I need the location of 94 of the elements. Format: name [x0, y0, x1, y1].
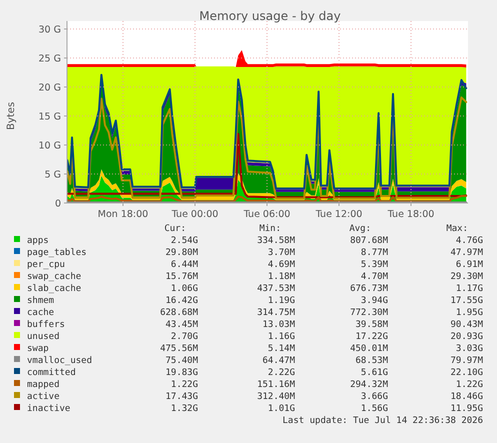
text: 6.91M [456, 260, 484, 270]
text: 3.94G [360, 296, 388, 306]
text: Max: [446, 224, 468, 234]
text: 43.45M [165, 320, 199, 330]
text: 450.01M [350, 344, 389, 354]
legend-label: cache [27, 308, 54, 318]
text: 4.69M [268, 260, 296, 270]
text: 5.61G [360, 368, 388, 378]
text: Avg: [349, 224, 371, 234]
y-tick-label: 30 G [38, 24, 61, 36]
text: 4.70M [360, 272, 389, 282]
text: 437.53M [257, 284, 296, 294]
text: 1.01G [268, 404, 295, 414]
text: 13.03M [262, 320, 296, 330]
text: 4.76G [456, 236, 483, 246]
x-tick-label: Mon 18:00 [98, 209, 148, 220]
legend-label: committed [27, 368, 76, 378]
text: 334.58M [257, 236, 296, 246]
text: 3.66G [360, 392, 388, 402]
legend-label: page_tables [27, 248, 87, 258]
text: 3.03G [456, 344, 483, 354]
legend-label: unused [27, 332, 60, 342]
y-tick-label: 20 G [38, 82, 61, 94]
text: 15.76M [165, 272, 199, 282]
text: 29.30M [450, 272, 484, 282]
text: 18.46G [450, 392, 483, 402]
text: 807.68M [350, 236, 389, 246]
text: 1.17G [456, 284, 483, 294]
text: 294.32M [350, 380, 389, 390]
text: 17.22G [355, 332, 388, 342]
y-tick-label: 10 G [38, 140, 61, 152]
text: 312.40M [257, 392, 296, 402]
text: 17.55G [450, 296, 483, 306]
text: Last update: Tue Jul 14 22:36:38 2026 [282, 416, 483, 426]
text: 17.43G [165, 392, 198, 402]
legend-label: buffers [27, 320, 65, 330]
text: 1.22G [170, 380, 198, 390]
text: 8.77M [360, 248, 389, 258]
legend-label: slab_cache [27, 284, 82, 294]
text: 2.70G [170, 332, 198, 342]
text: 6.44M [170, 260, 199, 270]
text: 68.53M [355, 356, 389, 366]
legend-label: mapped [27, 380, 60, 390]
text: 11.95G [450, 404, 483, 414]
legend-label: active [27, 392, 60, 402]
x-tick-label: Tue 06:00 [242, 209, 290, 220]
text: 1.56G [360, 404, 388, 414]
text: 2.54G [170, 236, 198, 246]
text: 1.32G [170, 404, 198, 414]
chart-title: Memory usage - by day [199, 9, 341, 23]
text: 2.22G [268, 368, 295, 378]
legend-label: vmalloc_used [27, 356, 92, 366]
text: 79.97M [450, 356, 484, 366]
y-tick-label: 0 [54, 198, 61, 210]
legend-label: apps [27, 236, 49, 246]
text: 475.56M [160, 344, 199, 354]
text: 1.18M [268, 272, 296, 282]
y-axis-title: Bytes [6, 102, 17, 130]
text: 29.80M [165, 248, 199, 258]
x-tick-label: Tue 00:00 [170, 209, 218, 220]
text: 75.40M [165, 356, 199, 366]
y-tick-label: 25 G [38, 53, 61, 64]
text: 1.06G [170, 284, 198, 294]
text: 1.95G [456, 308, 483, 318]
text: 39.58M [355, 320, 389, 330]
text: 5.14M [268, 344, 296, 354]
x-tick-label: Tue 12:00 [314, 209, 362, 220]
text: Min: [259, 224, 281, 234]
legend-label: per_cpu [27, 260, 65, 270]
y-tick-label: 15 G [38, 111, 61, 122]
text: 64.47M [262, 356, 296, 366]
text: Cur: [164, 224, 186, 234]
text: 772.30M [350, 308, 389, 318]
text: 151.16M [257, 380, 296, 390]
text: 314.75M [257, 308, 296, 318]
text: 19.83G [165, 368, 198, 378]
text: 22.10G [450, 368, 483, 378]
text: 1.19G [268, 296, 295, 306]
text: 16.42G [165, 296, 198, 306]
legend-label: swap_cache [27, 272, 82, 282]
legend-label: shmem [27, 296, 54, 306]
text: 676.73M [350, 284, 389, 294]
text: 1.16G [268, 332, 295, 342]
legend-label: inactive [27, 404, 70, 414]
text: 628.68M [160, 308, 199, 318]
text: 20.93G [450, 332, 483, 342]
y-tick-label: 5 G [44, 169, 61, 180]
legend-label: swap [27, 344, 49, 354]
text: 90.43M [450, 320, 484, 330]
text: 1.22G [456, 380, 483, 390]
x-tick-label: Tue 18:00 [386, 209, 434, 220]
text: 47.97M [450, 248, 484, 258]
text: 5.39M [360, 260, 389, 270]
text: 3.70M [268, 248, 296, 258]
